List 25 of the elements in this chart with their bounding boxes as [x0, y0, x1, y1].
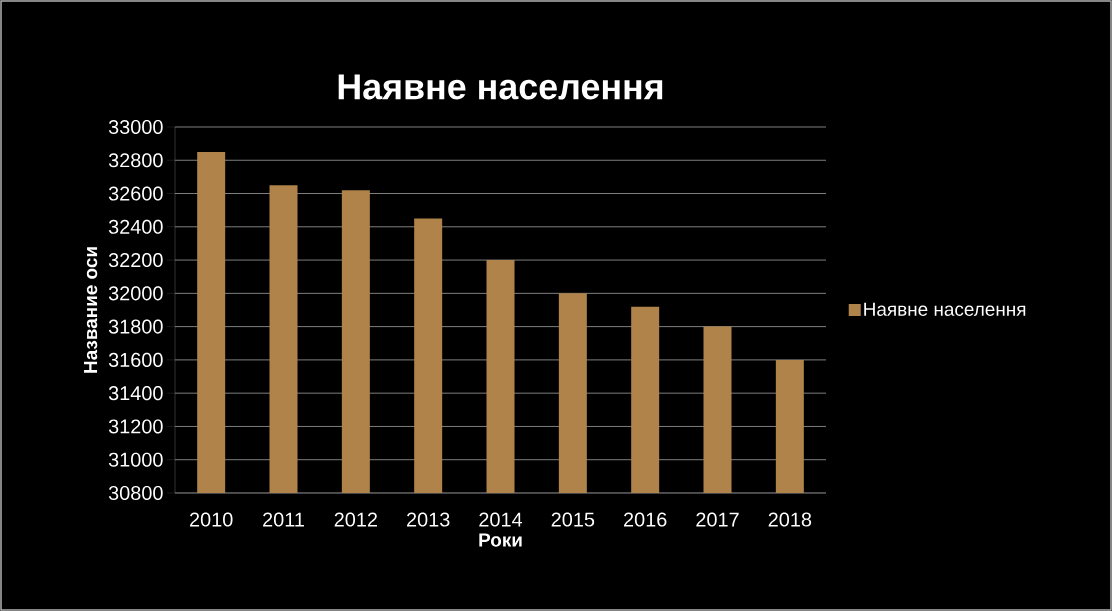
y-tick-label: 32800: [108, 153, 163, 168]
y-tick-label: 31000: [108, 452, 163, 467]
x-tick-label: 2012: [334, 512, 377, 527]
y-tick-label: 32600: [108, 186, 163, 201]
legend-label: Наявне населення: [864, 302, 1026, 316]
y-tick-label: 32400: [108, 219, 163, 234]
x-tick-label: 2015: [551, 512, 595, 527]
y-tick-label: 32000: [108, 286, 163, 301]
y-tick-label: 32200: [108, 253, 163, 268]
x-tick-label: 2014: [479, 512, 523, 527]
y-tick-label: 30800: [108, 485, 163, 501]
y-tick-label: 33000: [108, 119, 163, 135]
chart-title: Наявне населення: [338, 74, 663, 100]
y-tick-label: 31400: [108, 386, 163, 401]
y-axis-title: Название оси: [84, 247, 98, 373]
y-tick-label: 31200: [108, 419, 163, 434]
x-tick-label: 2018: [768, 512, 812, 527]
y-tick-label: 31600: [108, 352, 163, 367]
x-tick-label: 2017: [696, 512, 739, 527]
x-tick-label: 2016: [624, 512, 667, 527]
y-tick-label: 31800: [108, 319, 163, 334]
x-tick-label: 2013: [407, 512, 450, 527]
x-axis-title: Роки: [479, 533, 522, 547]
x-tick-label: 2010: [190, 512, 233, 527]
x-tick-label: 2011: [263, 512, 304, 527]
